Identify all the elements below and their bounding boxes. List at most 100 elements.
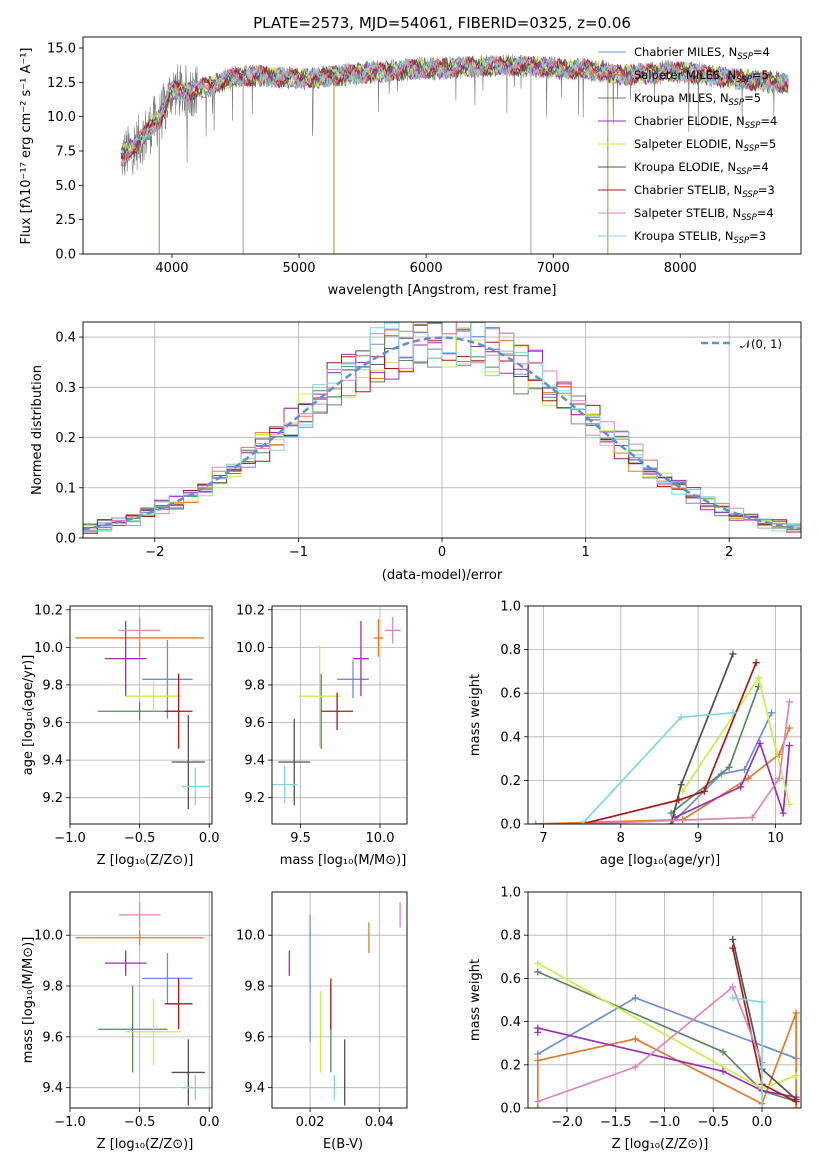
mass-vs-Z-ytick-label-2: 9.8 xyxy=(42,980,63,995)
mass-vs-Z-ylabel: mass [log₁₀(M/M⊙)] xyxy=(21,937,36,1064)
weight-vs-age-series-0-point-3 xyxy=(768,709,776,717)
weight-vs-age-series-5-point-1 xyxy=(677,781,685,789)
weight-vs-age-series-7-point-2 xyxy=(775,774,783,782)
age-vs-mass-ytick-label-2: 9.6 xyxy=(244,716,265,731)
age-vs-Z-frame xyxy=(69,605,213,825)
mass-vs-ebv-ytick-label-3: 10.0 xyxy=(236,929,265,944)
weight-vs-age-series-4-point-2 xyxy=(785,800,793,808)
weight-vs-Z-series-3-point-2 xyxy=(719,1067,727,1075)
age-vs-Z-ytick-label-4: 10.0 xyxy=(34,641,63,656)
spectrum-legend-text-4: Salpeter ELODIE, N xyxy=(634,137,744,151)
weight-vs-age-xlabel: age [log₁₀(age/yr)] xyxy=(600,853,721,868)
mass-vs-ebv-ytick-label-2: 9.8 xyxy=(244,980,265,995)
weight-vs-Z-frame xyxy=(527,891,802,1109)
spectrum-legend-text-1: Salpeter MILES, N xyxy=(634,68,736,82)
weight-vs-Z-series-7-point-2 xyxy=(729,983,737,991)
spectrum-legend-text-8: Kroupa STELIB, N xyxy=(634,229,734,243)
residuals-ytick-label-0: 0.0 xyxy=(55,532,76,547)
spectrum-legend-text-6: Chabrier STELIB, N xyxy=(634,183,742,197)
residuals-xtick-label-3: 1 xyxy=(581,545,589,560)
spectrum-xtick-label-2: 6000 xyxy=(410,261,443,276)
spectrum-ytick-label-5: 12.5 xyxy=(47,76,76,91)
residuals-xlabel: (data-model)/error xyxy=(382,568,503,583)
weight-vs-age-ytick-label-2: 0.4 xyxy=(500,730,521,745)
spectrum-legend-text-7: Salpeter STELIB, N xyxy=(634,206,741,220)
weight-vs-Z-xtick-label-0: −2.0 xyxy=(551,1115,583,1130)
age-vs-Z-ytick-label-2: 9.6 xyxy=(42,716,63,731)
weight-vs-age-ylabel: mass weight xyxy=(468,674,483,756)
spectrum-legend-label-3: Chabrier ELODIE, NSSP=4 xyxy=(634,114,777,131)
mass-vs-Z-panel: −1.0 −0.5 0.0 9.4 9.6 9.8 10.0 Z [log₁₀(Z/Z⊙)]… xyxy=(21,891,220,1152)
mass-vs-ebv-frame xyxy=(271,891,408,1109)
weight-vs-age-series-7 xyxy=(582,701,791,824)
weight-vs-Z-xtick-label-3: −0.5 xyxy=(697,1115,729,1130)
residuals-xtick-label-2: 0 xyxy=(438,545,446,560)
weight-vs-age-xtick-label-3: 10 xyxy=(767,831,784,846)
spectrum-legend-suffix-8: =3 xyxy=(749,229,766,243)
mass-vs-Z-frame xyxy=(69,891,213,1109)
spectrum-ytick-label-6: 15.0 xyxy=(47,41,76,56)
spectrum-frame xyxy=(82,36,802,255)
weight-vs-Z-ytick-label-4: 0.8 xyxy=(500,929,521,944)
mass-vs-ebv-ytick-label-0: 9.4 xyxy=(244,1081,265,1096)
weight-vs-age-series-6-point-3 xyxy=(752,659,760,667)
mass-vs-Z-xlabel: Z [log₁₀(Z/Z⊙)] xyxy=(97,1137,194,1152)
age-vs-mass-panel: 9.5 10.0 9.2 9.4 9.6 9.8 10.0 10.2 mass [log₁₀(… xyxy=(236,603,408,868)
spectrum-ylabel: Flux [fλ10⁻¹⁷ erg cm⁻² s⁻¹ A⁻¹] xyxy=(19,48,34,245)
mass-vs-Z-ytick-label-3: 10.0 xyxy=(34,929,63,944)
age-vs-Z-xtick-label-0: −1.0 xyxy=(54,831,86,846)
spectrum-plot-area: 4000 5000 6000 7000 8000 0.0 2.5 5.0 7.5 10.0 12.5… xyxy=(47,36,802,276)
weight-vs-Z-series-2-point-0 xyxy=(534,968,542,976)
mass-vs-ebv-panel: 0.02 0.04 9.4 9.6 9.8 10.0 E(B-V) xyxy=(236,891,408,1152)
residuals-xtick-label-1: −1 xyxy=(289,545,308,560)
age-vs-mass-frame xyxy=(271,605,408,825)
weight-vs-age-series-3-point-2 xyxy=(756,739,764,747)
spectrum-legend-label-7: Salpeter STELIB, NSSP=4 xyxy=(634,206,774,223)
spectrum-legend-sub-6: SSP xyxy=(742,190,758,200)
spectrum-legend-sub-1: SSP xyxy=(736,75,752,85)
weight-vs-age-panel: 7 8 9 10 0.0 0.2 0.4 0.6 0.8 1.0 age [log₁₀(age/y… xyxy=(468,600,802,868)
age-vs-Z-panel: −1.0 −0.5 0.0 9.2 9.4 9.6 9.8 10.0 10.2 Z [log₁₀… xyxy=(21,603,220,868)
weight-vs-age-series-1-point-2 xyxy=(744,774,752,782)
weight-vs-age-series-2-point-1 xyxy=(725,763,733,771)
weight-vs-age-series-4-point-0 xyxy=(679,787,687,795)
age-vs-Z-plot-area: −1.0 −0.5 0.0 9.2 9.4 9.6 9.8 10.0 10.2 xyxy=(34,603,220,846)
weight-vs-Z-series-6-point-0 xyxy=(729,944,737,952)
age-vs-mass-ytick-label-4: 10.0 xyxy=(236,641,265,656)
spectrum-legend-label-1: Salpeter MILES, NSSP=5 xyxy=(634,68,769,85)
spectrum-legend-sub-7: SSP xyxy=(741,213,757,223)
spectrum-legend-sub-2: SSP xyxy=(729,98,745,108)
age-vs-mass-ytick-label-5: 10.2 xyxy=(236,603,265,618)
weight-vs-age-series-3-point-3 xyxy=(779,809,787,817)
spectrum-ytick-label-0: 0.0 xyxy=(55,248,76,263)
age-vs-Z-ytick-label-3: 9.8 xyxy=(42,678,63,693)
age-vs-mass-xtick-label-0: 9.5 xyxy=(290,831,311,846)
spectrum-legend-suffix-6: =3 xyxy=(758,183,775,197)
age-vs-mass-marks xyxy=(272,617,401,806)
mass-vs-Z-ytick-label-0: 9.4 xyxy=(42,1081,63,1096)
spectrum-ytick-label-3: 7.5 xyxy=(55,144,76,159)
weight-vs-Z-ytick-label-3: 0.6 xyxy=(500,972,521,987)
spectrum-xtick-label-4: 8000 xyxy=(664,261,697,276)
weight-vs-Z-xlabel: Z [log₁₀(Z/Z⊙)] xyxy=(612,1137,709,1152)
spectrum-ytick-label-4: 10.0 xyxy=(47,110,76,125)
spectrum-xlabel: wavelength [Angstrom, rest frame] xyxy=(328,283,557,298)
weight-vs-age-xtick-label-2: 9 xyxy=(694,831,702,846)
mass-vs-Z-xtick-label-2: 0.0 xyxy=(199,1115,220,1130)
mass-vs-ebv-xtick-label-1: 0.04 xyxy=(365,1115,394,1130)
mass-vs-Z-xtick-label-1: −0.5 xyxy=(124,1115,156,1130)
mass-vs-ebv-ytick-label-1: 9.6 xyxy=(244,1030,265,1045)
age-vs-mass-ytick-label-3: 9.8 xyxy=(244,678,265,693)
weight-vs-age-ytick-label-1: 0.2 xyxy=(500,774,521,789)
weight-vs-age-series-3-point-1 xyxy=(737,783,745,791)
weight-vs-Z-series-4-point-0 xyxy=(534,959,542,967)
weight-vs-Z-series-0-point-0 xyxy=(534,1050,542,1058)
spectrum-legend-suffix-0: =4 xyxy=(753,45,770,59)
spectrum-legend-sub-8: SSP xyxy=(734,236,750,246)
weight-vs-Z-xtick-label-2: −1.0 xyxy=(649,1115,681,1130)
weight-vs-age-plot-area: 7 8 9 10 0.0 0.2 0.4 0.6 0.8 1.0 xyxy=(500,600,802,846)
spectrum-legend-label-4: Salpeter ELODIE, NSSP=5 xyxy=(634,137,776,154)
residuals-legend: 𝒩(0, 1) xyxy=(701,337,782,351)
weight-vs-Z-ytick-label-2: 0.4 xyxy=(500,1015,521,1030)
